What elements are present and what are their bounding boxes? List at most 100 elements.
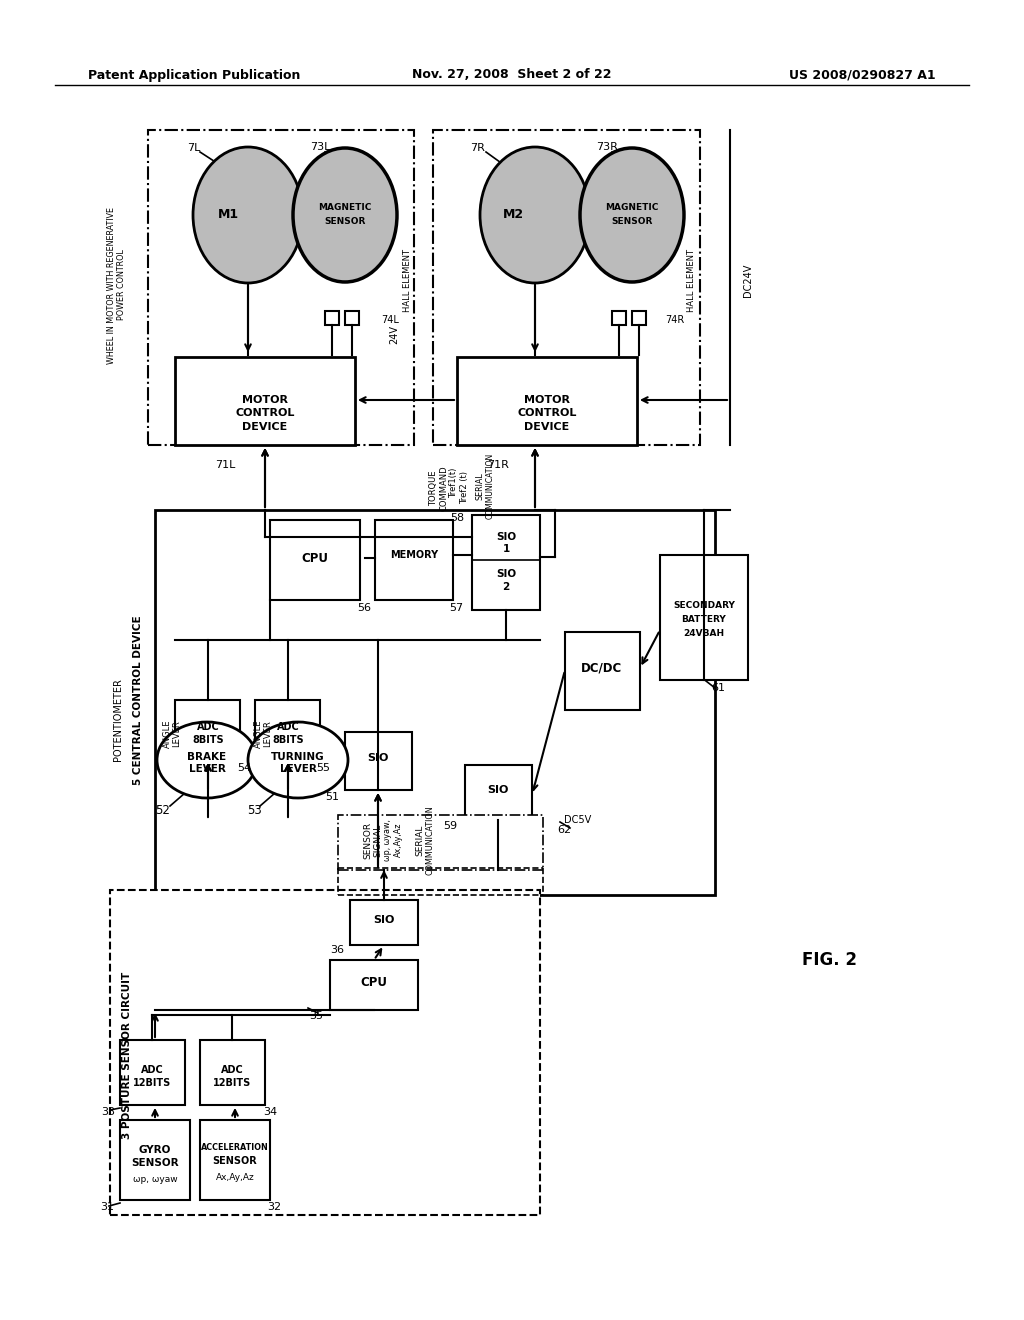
Ellipse shape	[480, 147, 590, 282]
Bar	[175, 700, 240, 760]
Text: LEVER: LEVER	[263, 721, 272, 747]
Text: SIGNAL: SIGNAL	[374, 824, 383, 857]
Text: CPU: CPU	[360, 977, 387, 990]
Bar	[200, 1119, 270, 1200]
Bar	[375, 520, 453, 601]
Text: SIO: SIO	[496, 532, 516, 543]
Text: DEVICE: DEVICE	[524, 422, 569, 432]
Text: MAGNETIC: MAGNETIC	[605, 203, 658, 213]
Text: SECONDARY: SECONDARY	[673, 602, 735, 610]
Text: 56: 56	[357, 603, 371, 612]
Text: WHEEL IN MOTOR WITH REGENERATIVE: WHEEL IN MOTOR WITH REGENERATIVE	[108, 206, 117, 363]
Text: BATTERY: BATTERY	[682, 615, 726, 624]
Bar	[175, 356, 355, 445]
Text: 32: 32	[267, 1203, 281, 1212]
Text: BRAKE: BRAKE	[187, 752, 226, 762]
Text: Ax,Ay,Az: Ax,Ay,Az	[216, 1173, 254, 1183]
Text: Tref2 (t): Tref2 (t)	[461, 470, 469, 503]
Text: 31: 31	[100, 1203, 114, 1212]
Text: 8BITS: 8BITS	[272, 735, 304, 744]
Text: HALL ELEMENT: HALL ELEMENT	[402, 248, 412, 312]
Text: SENSOR: SENSOR	[131, 1158, 179, 1168]
Text: 52: 52	[156, 804, 170, 817]
Text: MAGNETIC: MAGNETIC	[318, 203, 372, 213]
Text: FIG. 2: FIG. 2	[803, 950, 857, 969]
Bar	[325, 312, 339, 325]
Text: GYRO: GYRO	[139, 1144, 171, 1155]
Text: LEVER: LEVER	[188, 764, 225, 774]
Text: SERIAL: SERIAL	[475, 473, 484, 500]
Text: CONTROL: CONTROL	[236, 408, 295, 418]
Text: POWER CONTROL: POWER CONTROL	[118, 249, 127, 321]
Text: CPU: CPU	[301, 552, 329, 565]
Text: ADC: ADC	[140, 1065, 164, 1074]
Text: 8BITS: 8BITS	[193, 735, 224, 744]
Text: SIO: SIO	[368, 752, 389, 763]
Ellipse shape	[580, 148, 684, 282]
Text: 57: 57	[449, 603, 463, 612]
Text: HALL ELEMENT: HALL ELEMENT	[687, 248, 696, 312]
Text: 5 CENTRAL CONTROL DEVICE: 5 CENTRAL CONTROL DEVICE	[133, 615, 143, 785]
Text: Patent Application Publication: Patent Application Publication	[88, 69, 300, 82]
Text: SENSOR: SENSOR	[325, 218, 366, 227]
Text: ωp, ωyaw,: ωp, ωyaw,	[384, 820, 392, 861]
Text: 33: 33	[101, 1107, 115, 1117]
Text: 62: 62	[557, 825, 571, 836]
Bar	[155, 510, 715, 895]
Text: 71R: 71R	[487, 459, 509, 470]
Text: 74R: 74R	[666, 315, 685, 325]
Bar	[330, 960, 418, 1010]
Text: ANGLE: ANGLE	[163, 719, 171, 748]
Text: MOTOR: MOTOR	[524, 395, 570, 405]
Bar	[200, 1040, 265, 1105]
Text: DC/DC: DC/DC	[582, 661, 623, 675]
Text: 53: 53	[247, 804, 261, 817]
Text: POTENTIOMETER: POTENTIOMETER	[113, 678, 123, 762]
Text: SIO: SIO	[496, 569, 516, 579]
Text: 2: 2	[503, 582, 510, 591]
Text: 12BITS: 12BITS	[133, 1078, 171, 1088]
Text: Ax,Ay,Az: Ax,Ay,Az	[393, 822, 402, 857]
Text: 58: 58	[450, 513, 464, 523]
Text: SENSOR: SENSOR	[364, 821, 373, 858]
Text: SENSOR: SENSOR	[611, 218, 652, 227]
Text: LEVER: LEVER	[280, 764, 316, 774]
Text: 1: 1	[503, 544, 510, 554]
Text: COMMAND: COMMAND	[439, 465, 449, 511]
Bar	[345, 733, 412, 789]
Text: MOTOR: MOTOR	[242, 395, 288, 405]
Text: CONTROL: CONTROL	[517, 408, 577, 418]
Bar	[465, 766, 532, 820]
Text: ADC: ADC	[220, 1065, 244, 1074]
Text: MEMORY: MEMORY	[390, 550, 438, 560]
Text: ADC: ADC	[276, 722, 299, 733]
Text: US 2008/0290827 A1: US 2008/0290827 A1	[790, 69, 936, 82]
Bar	[345, 312, 359, 325]
Bar	[350, 900, 418, 945]
Bar	[632, 312, 646, 325]
Text: 71L: 71L	[215, 459, 236, 470]
Text: Tref1(t): Tref1(t)	[450, 467, 459, 498]
Text: 3 POSTURE SENSOR CIRCUIT: 3 POSTURE SENSOR CIRCUIT	[122, 972, 132, 1139]
Ellipse shape	[248, 722, 348, 799]
Text: 7L: 7L	[187, 143, 201, 153]
Text: 55: 55	[316, 763, 330, 774]
Ellipse shape	[193, 147, 303, 282]
Text: ADC: ADC	[197, 722, 219, 733]
Bar	[255, 700, 319, 760]
Bar	[120, 1040, 185, 1105]
Text: TORQUE: TORQUE	[429, 470, 438, 506]
Text: 35: 35	[309, 1011, 323, 1020]
Text: 24V: 24V	[389, 326, 399, 345]
Text: 59: 59	[443, 821, 457, 832]
Bar	[120, 1119, 190, 1200]
Bar	[565, 632, 640, 710]
Text: SIO: SIO	[487, 785, 509, 795]
Text: 7R: 7R	[471, 143, 485, 153]
Bar	[472, 515, 540, 610]
Text: SIO: SIO	[374, 915, 394, 925]
Text: SERIAL: SERIAL	[416, 824, 425, 855]
Text: TURNING: TURNING	[271, 752, 325, 762]
Text: ACCELERATION: ACCELERATION	[201, 1143, 269, 1152]
Text: SENSOR: SENSOR	[213, 1156, 257, 1166]
